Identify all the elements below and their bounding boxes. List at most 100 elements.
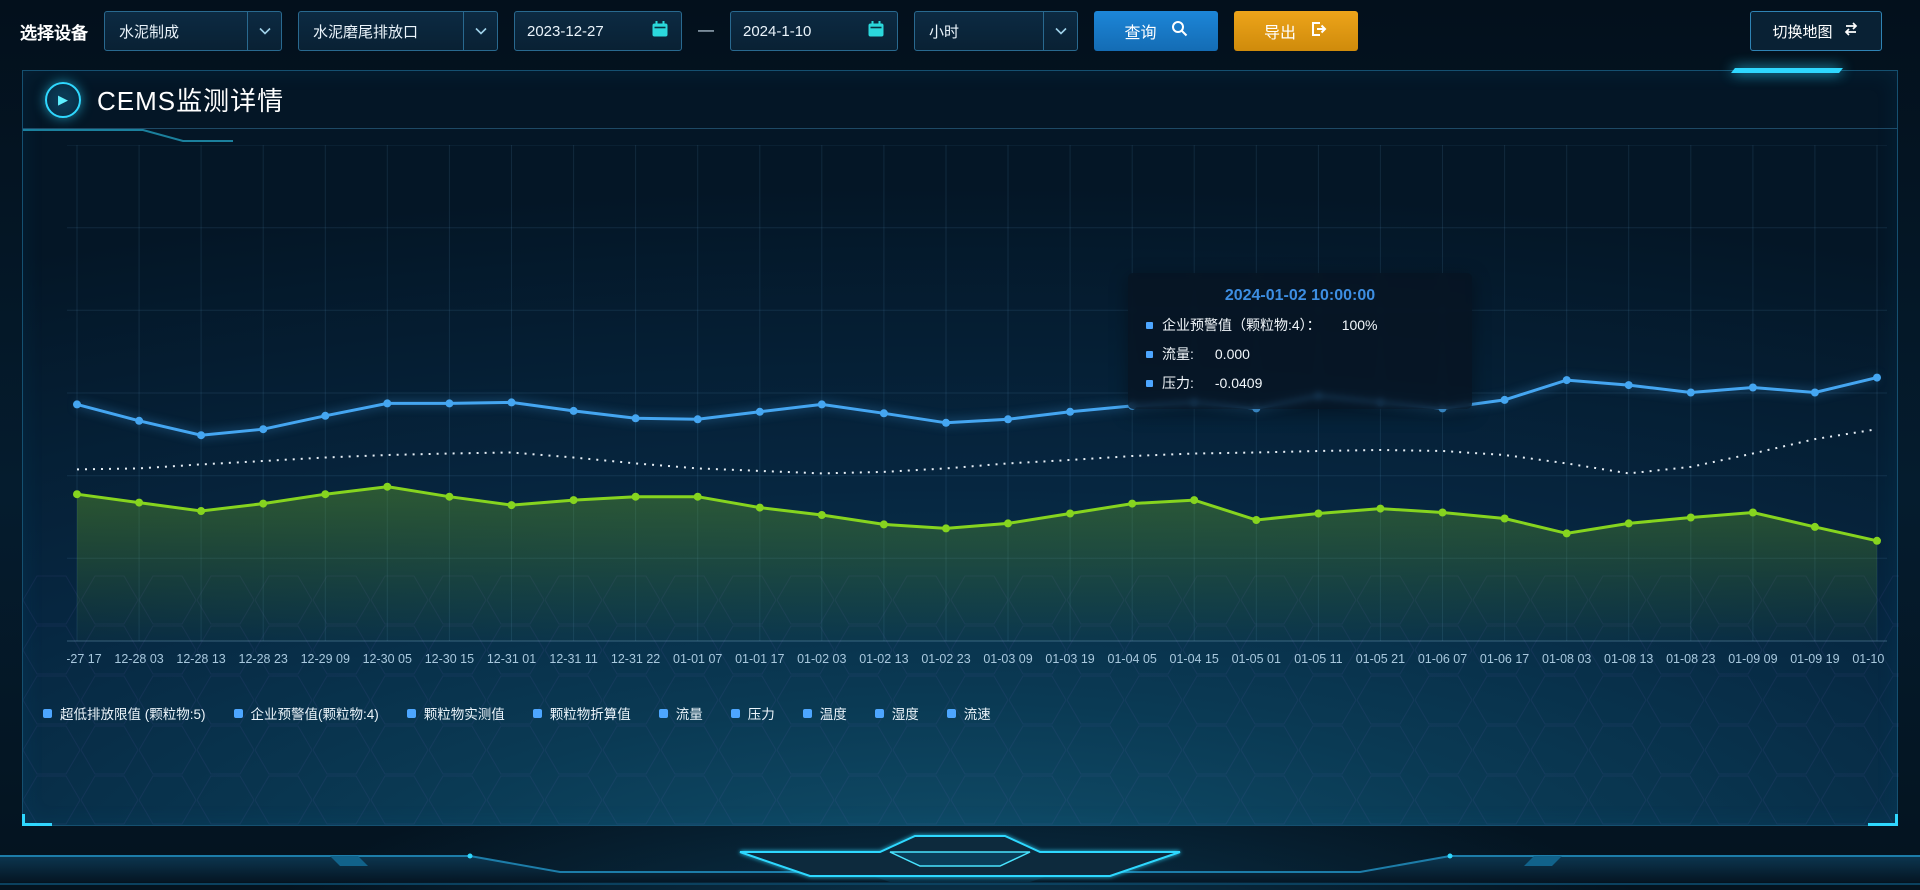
series-blue-point[interactable] [383, 399, 392, 408]
legend-item[interactable]: 颗粒物实测值 [406, 703, 505, 723]
series-green-point[interactable] [1500, 514, 1509, 523]
series-green-point[interactable] [1686, 513, 1695, 522]
outlet-select[interactable]: 水泥磨尾排放口 [298, 11, 498, 51]
legend-marker [874, 708, 884, 718]
legend-item[interactable]: 颗粒物折算值 [532, 703, 631, 723]
series-green-point[interactable] [631, 492, 640, 501]
chevron-down-icon [1043, 12, 1077, 50]
series-blue-point[interactable] [321, 411, 330, 420]
end-date-input[interactable]: 2024-1-10 [730, 11, 898, 51]
legend-item[interactable]: 企业预警值(颗粒物:4) [233, 703, 379, 723]
series-blue-point[interactable] [693, 415, 702, 424]
series-blue-point[interactable] [1500, 395, 1509, 404]
interval-select[interactable]: 小时 [914, 11, 1078, 51]
cems-chart[interactable]: 12-27 17 12-28 03 12-28 13 12-28 23 12-29 09… [52, 144, 1902, 690]
series-green-area [77, 486, 1877, 641]
series-green-point[interactable] [383, 482, 392, 491]
toolbar: 选择设备 水泥制成 水泥磨尾排放口 2023-12-27 [20, 8, 1882, 54]
series-green-point[interactable] [569, 496, 578, 505]
series-blue-point[interactable] [445, 399, 454, 408]
series-green-point[interactable] [259, 499, 268, 508]
series-blue-point[interactable] [755, 407, 764, 416]
series-green-point[interactable] [1873, 536, 1881, 545]
tooltip-label: 流量: [1162, 346, 1194, 362]
panel-title: CEMS监测详情 [97, 86, 285, 116]
series-green-point[interactable] [879, 520, 888, 529]
series-green-point[interactable] [445, 492, 454, 501]
series-green-point[interactable] [1562, 529, 1571, 538]
switch-map-button[interactable]: 切换地图 [1750, 11, 1882, 51]
series-green-point[interactable] [1066, 509, 1075, 518]
series-blue-point[interactable] [817, 400, 826, 409]
series-green-point[interactable] [73, 490, 81, 499]
legend-marker [802, 708, 812, 718]
series-blue-point[interactable] [1624, 381, 1633, 390]
legend-item[interactable]: 流量 [658, 703, 703, 723]
series-green-point[interactable] [1252, 516, 1261, 524]
series-blue-point[interactable] [1562, 376, 1571, 385]
x-axis-label: 01-09 19 [1790, 652, 1839, 666]
series-green-point[interactable] [507, 501, 516, 510]
x-axis-label: 01-08 03 [1542, 652, 1591, 666]
legend-item[interactable]: 流速 [946, 703, 991, 723]
legend-marker [233, 708, 243, 718]
series-green-point[interactable] [1748, 508, 1757, 517]
x-axis-label: 12-31 01 [487, 652, 536, 666]
series-blue-point[interactable] [135, 416, 144, 425]
series-green-point[interactable] [817, 511, 826, 519]
start-date-input[interactable]: 2023-12-27 [514, 11, 682, 51]
series-green-point[interactable] [942, 524, 950, 533]
x-axis-label: 12-29 09 [301, 652, 350, 666]
legend-marker [532, 708, 542, 718]
series-green-point[interactable] [321, 490, 330, 499]
device-type-select[interactable]: 水泥制成 [104, 11, 282, 51]
device-type-value: 水泥制成 [119, 23, 180, 41]
series-blue-point[interactable] [197, 431, 206, 440]
series-blue-point[interactable] [1810, 388, 1819, 397]
legend-item[interactable]: 超低排放限值 (颗粒物:5) [43, 703, 206, 723]
series-green-point[interactable] [1438, 508, 1447, 517]
series-green-point[interactable] [1004, 519, 1012, 528]
series-blue-point[interactable] [1004, 415, 1012, 424]
series-green-line [76, 485, 1878, 543]
series-blue-point[interactable] [507, 398, 516, 407]
series-blue-point[interactable] [259, 425, 268, 434]
x-axis-label: 01-08 23 [1666, 652, 1715, 666]
header-slant-accent [23, 129, 233, 142]
series-green-point[interactable] [1376, 504, 1385, 513]
legend-item[interactable]: 压力 [730, 703, 775, 723]
series-green-point[interactable] [755, 503, 764, 512]
series-blue-point[interactable] [631, 414, 640, 423]
tooltip-rows: 企业预警值（颗粒物:4）： 100% 流量: 0.000 压力: -0.0409 [1146, 315, 1454, 393]
series-green-point[interactable] [693, 492, 702, 501]
series-green-point[interactable] [1624, 519, 1633, 528]
series-green-point[interactable] [197, 507, 206, 515]
legend-item[interactable]: 湿度 [874, 703, 919, 723]
legend-marker [946, 708, 956, 718]
calendar-icon [651, 20, 669, 42]
series-blue-point[interactable] [1873, 373, 1881, 382]
chart-svg[interactable]: 12-27 17 12-28 03 12-28 13 12-28 23 12-29 09… [52, 144, 1902, 690]
end-date-value: 2024-1-10 [743, 22, 812, 40]
series-blue-point[interactable] [1066, 407, 1075, 416]
legend-label: 企业预警值(颗粒物:4) [250, 707, 379, 722]
search-icon [1171, 20, 1188, 42]
series-blue-point[interactable] [1686, 388, 1695, 397]
series-blue-point[interactable] [73, 400, 81, 409]
query-button[interactable]: 查询 [1094, 11, 1218, 51]
series-green-point[interactable] [1190, 496, 1199, 505]
series-blue-point[interactable] [942, 418, 950, 427]
legend-item[interactable]: 温度 [802, 703, 847, 723]
series-blue-point[interactable] [879, 409, 888, 418]
series-blue-point[interactable] [569, 406, 578, 415]
x-axis-label: 01-04 15 [1170, 652, 1219, 666]
series-blue-point[interactable] [1748, 383, 1757, 392]
series-green-point[interactable] [1128, 499, 1137, 508]
series-green-point[interactable] [1810, 522, 1819, 531]
series-green-point[interactable] [1314, 509, 1323, 518]
series-green-point[interactable] [135, 498, 144, 507]
x-axis-label: 12-30 05 [363, 652, 412, 666]
legend-label: 流量 [675, 707, 703, 722]
export-button[interactable]: 导出 [1234, 11, 1358, 51]
